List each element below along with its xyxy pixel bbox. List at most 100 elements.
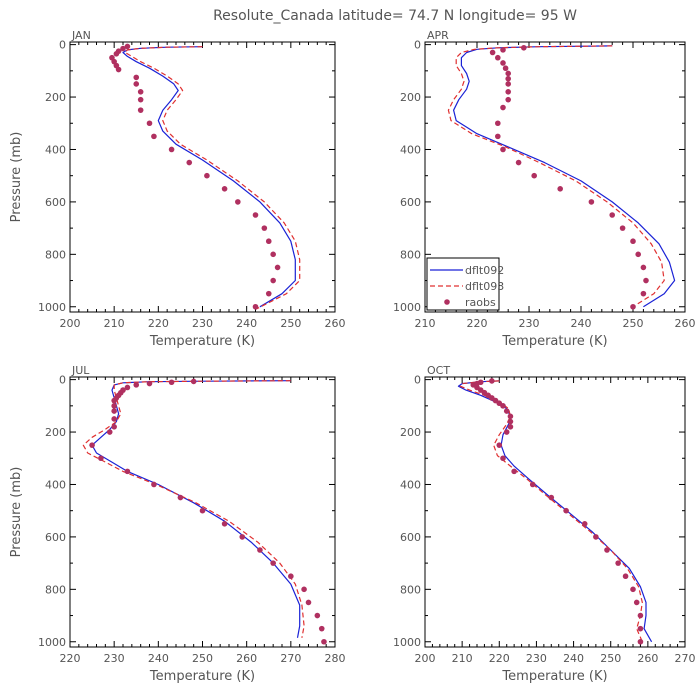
raobs-point [318,625,325,632]
x-tick-label: 260 [325,317,346,330]
x-tick-label: 220 [148,317,169,330]
raobs-point [637,625,644,632]
raobs-point [133,74,140,81]
dflt093-line [124,46,301,310]
legend-label: dflt092 [465,264,504,277]
dflt093-line [82,380,305,638]
raobs-point [505,75,512,82]
raobs-point [496,442,503,448]
raobs-point [151,133,157,140]
raobs-point [640,264,647,271]
raobs-point [190,378,197,385]
panels: 200 210 220 230 240 250 260 0 200 400 600 800 1000 JA… [9,29,696,684]
x-tick-label: 210 [104,317,125,330]
raobs-point [529,481,536,488]
raobs-point [113,50,120,57]
y-tick-label: 200 [400,426,421,439]
raobs-point [531,172,537,179]
raobs-point [563,507,569,514]
raobs-point [630,303,636,310]
raobs-point [495,133,501,140]
x-tick-label: 250 [280,317,301,330]
raobs-point [619,225,626,231]
raobs-point [168,146,175,153]
raobs-point [288,573,294,580]
plot-frame [424,376,686,648]
raobs-point [270,560,276,566]
raobs-point [503,429,510,435]
raobs-point [257,547,263,553]
x-tick-label: 270 [280,652,301,665]
panel-oct: 200 210 220 230 240 250 260 270 0 200 400 600 800 100… [393,364,696,684]
x-tick-label: 220 [60,652,81,665]
raobs-point [507,418,514,425]
x-tick-label: 240 [571,317,592,330]
x-tick-label: 220 [467,317,488,330]
x-tick-label: 260 [637,652,658,665]
x-tick-label: 250 [600,652,621,665]
y-tick-label: 800 [45,248,66,261]
raobs-point [505,70,512,77]
raobs-point [500,47,506,53]
panel-label: JUL [71,364,90,377]
x-tick-label: 230 [526,652,547,665]
raobs-point [98,455,104,462]
x-tick-label: 250 [623,317,644,330]
raobs-point [503,408,510,414]
raobs-point [265,238,272,245]
plot-area [82,378,327,645]
raobs-point [615,560,621,566]
plot-frame [424,41,686,313]
y-axis-label: Pressure (mb) [9,132,24,223]
y-tick-label: 400 [45,143,66,156]
y-tick-label: 200 [400,91,421,104]
raobs-point [630,586,636,593]
raobs-point [252,212,259,218]
raobs-point [521,44,527,51]
raobs-point [489,49,496,56]
x-tick-label: 260 [236,652,257,665]
raobs-point [500,455,506,462]
raobs-point [111,416,117,422]
raobs-point [111,403,117,409]
x-tick-label: 250 [192,652,213,665]
raobs-point [137,96,144,103]
raobs-point [505,81,512,87]
raobs-point [305,599,312,606]
raobs-point [505,96,512,103]
raobs-point [137,89,144,95]
x-tick-label: 230 [192,317,213,330]
plot-area [109,43,301,310]
panel-apr: 210 220 230 240 250 260 0 200 400 600 800 1000 APR Te… [393,29,696,349]
x-tick-label: 240 [148,652,169,665]
plot-area [447,44,676,310]
y-tick-label: 600 [45,196,66,209]
raobs-point [270,251,276,258]
raobs-point [111,424,117,430]
x-tick-label: 220 [489,652,510,665]
y-tick-label: 600 [400,196,421,209]
raobs-point [111,408,117,414]
raobs-point [500,146,506,153]
raobs-point [500,104,506,111]
y-tick-label: 0 [414,39,421,52]
y-axis-label: Pressure (mb) [9,467,24,558]
dflt092-line [122,46,296,308]
raobs-point [301,586,307,593]
x-tick-label: 210 [452,652,473,665]
raobs-point [633,599,640,606]
y-tick-label: 800 [45,583,66,596]
figure-title: Resolute_Canada latitude= 74.7 N longitu… [213,8,577,24]
raobs-point [588,199,595,205]
raobs-point [252,303,259,310]
x-tick-label: 270 [675,652,696,665]
y-tick-label: 800 [400,583,421,596]
dflt092-line [91,380,301,638]
raobs-point [622,573,629,580]
panel-label: OCT [427,364,450,377]
dflt092-line [457,380,653,643]
x-tick-label: 280 [325,652,346,665]
raobs-point [500,403,506,409]
x-tick-label: 210 [415,317,436,330]
raobs-point [604,547,610,553]
